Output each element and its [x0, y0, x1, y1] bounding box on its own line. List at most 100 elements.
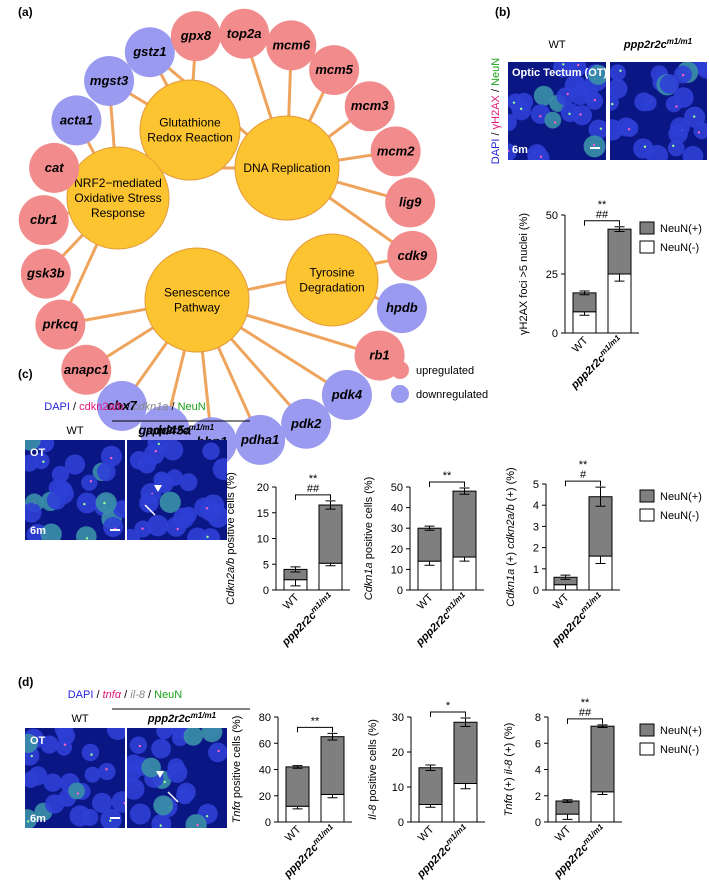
pathway-label: Pathway [174, 301, 220, 315]
cell [569, 84, 591, 106]
y-tick-label: 0 [535, 817, 541, 829]
y-axis-label-part: Cdkn2a/b [225, 558, 237, 605]
legend-label: NeuN(-) [660, 744, 699, 756]
channel-name: DAPI [68, 689, 94, 701]
foci [627, 127, 631, 131]
x-tick-label: WT [283, 823, 304, 844]
pathway-label: Tyrosine [309, 266, 355, 280]
gene-label: rb1 [369, 348, 389, 363]
column-label: ppp2r2cm1/m1 [623, 37, 693, 52]
gene-label: cbr1 [30, 212, 57, 227]
cell [151, 738, 172, 759]
channel-name: / [490, 129, 502, 138]
foci [159, 824, 162, 827]
legend-swatch [391, 361, 409, 379]
foci [103, 501, 106, 505]
cell [100, 445, 122, 467]
channel-name: / [70, 401, 79, 413]
x-tick-label-text: ppp2r2c [568, 353, 607, 392]
y-axis-label-part: (+) [505, 549, 517, 569]
bar-segment [285, 766, 310, 807]
cell [81, 743, 100, 762]
cell [511, 101, 531, 121]
foci [154, 449, 157, 453]
panel-label: (a) [18, 5, 33, 19]
x-tick-label: WT [570, 334, 591, 355]
channel-name: tnfα [103, 689, 122, 701]
significance-label: * [446, 700, 451, 712]
cell [40, 523, 62, 540]
cell [176, 782, 196, 802]
error-bar [460, 717, 471, 727]
significance-label: ** [598, 199, 607, 211]
y-tick-label: 10 [392, 782, 404, 794]
cell [25, 440, 41, 451]
channel-name: / [490, 86, 502, 95]
y-tick-label: 50 [546, 210, 558, 222]
error-bar [595, 486, 606, 507]
y-tick-label: 5 [263, 559, 269, 571]
y-axis-label-part: positive cells (%) [367, 719, 379, 805]
legend-swatch [391, 385, 409, 403]
y-tick-label: 0 [265, 817, 271, 829]
y-tick-label: 40 [391, 503, 403, 515]
bar-segment [590, 725, 615, 793]
pathway-node [234, 115, 340, 221]
y-tick-label: 10 [257, 534, 269, 546]
foci [593, 98, 597, 102]
cell [141, 757, 161, 778]
y-axis-label-part: Tnfα [503, 793, 515, 816]
gene-label: pdha1 [240, 432, 279, 447]
gene-node [51, 95, 102, 146]
legend-label: NeuN(+) [660, 491, 702, 503]
foci [592, 143, 596, 147]
gene-node [387, 230, 438, 281]
channel-name: cdkn2a/b [79, 401, 124, 413]
cell [46, 490, 67, 510]
x-tick-label: WT [553, 823, 574, 844]
panel-label: (c) [18, 367, 33, 381]
channel-name: / [121, 689, 130, 701]
y-tick-label: 30 [391, 523, 403, 535]
significance-bracket [584, 220, 620, 226]
column-label-text: ppp2r2c [147, 713, 191, 725]
channel-name: il-8 [130, 689, 146, 701]
significance-bracket [430, 711, 466, 718]
cell [588, 64, 606, 85]
column-label: WT [71, 713, 88, 725]
foci [210, 725, 212, 727]
legend-swatch [639, 723, 655, 737]
gene-node [29, 142, 80, 193]
gene-label: prkcq [42, 317, 78, 332]
y-tick-label: 60 [259, 738, 271, 750]
cell [208, 742, 227, 763]
micrograph [25, 440, 125, 540]
gene-label: mcm2 [377, 143, 415, 158]
cell [212, 458, 227, 481]
y-axis-label-part: γH2AX foci >5 nuclei (%) [518, 213, 530, 335]
column-label: ppp2r2cm1/m1 [147, 711, 217, 726]
cell [106, 728, 125, 740]
y-tick-label: 50 [391, 482, 403, 494]
cells [25, 725, 125, 828]
x-tick-label-text: ppp2r2c [279, 610, 318, 649]
y-tick-label: 4 [535, 765, 541, 777]
foci [577, 63, 580, 67]
foci [643, 145, 647, 148]
cell [588, 119, 606, 140]
foci [65, 725, 67, 727]
cell [633, 138, 654, 159]
gene-label: mcm6 [272, 37, 310, 52]
y-axis-label-part: positive cells (%) [363, 477, 375, 563]
cell [139, 493, 159, 513]
gene-label: pdk2 [290, 416, 322, 431]
cell [96, 462, 116, 482]
x-tick-label: WT [281, 591, 302, 612]
y-tick-label: 1 [533, 564, 539, 576]
legend-swatch [639, 240, 655, 254]
y-tick-label: 0 [397, 585, 403, 597]
foci [681, 73, 685, 77]
bar-segment [453, 783, 478, 823]
cell [610, 64, 627, 81]
bar-segment [318, 504, 343, 564]
